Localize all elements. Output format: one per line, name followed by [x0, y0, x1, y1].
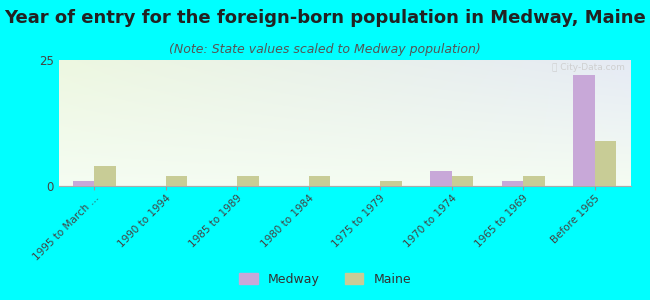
Text: Ⓡ City-Data.com: Ⓡ City-Data.com — [552, 62, 625, 71]
Bar — [573, 75, 595, 186]
Legend: Medway, Maine: Medway, Maine — [234, 268, 416, 291]
Text: (Note: State values scaled to Medway population): (Note: State values scaled to Medway pop… — [169, 44, 481, 56]
Bar — [94, 166, 116, 186]
Bar — [430, 171, 452, 186]
Bar — [502, 181, 523, 186]
Text: Year of entry for the foreign-born population in Medway, Maine: Year of entry for the foreign-born popul… — [4, 9, 646, 27]
Bar — [595, 141, 616, 186]
Bar — [73, 181, 94, 186]
Bar — [237, 176, 259, 186]
Bar — [452, 176, 473, 186]
Bar — [380, 181, 402, 186]
Bar — [523, 176, 545, 186]
Bar — [166, 176, 187, 186]
Bar — [309, 176, 330, 186]
